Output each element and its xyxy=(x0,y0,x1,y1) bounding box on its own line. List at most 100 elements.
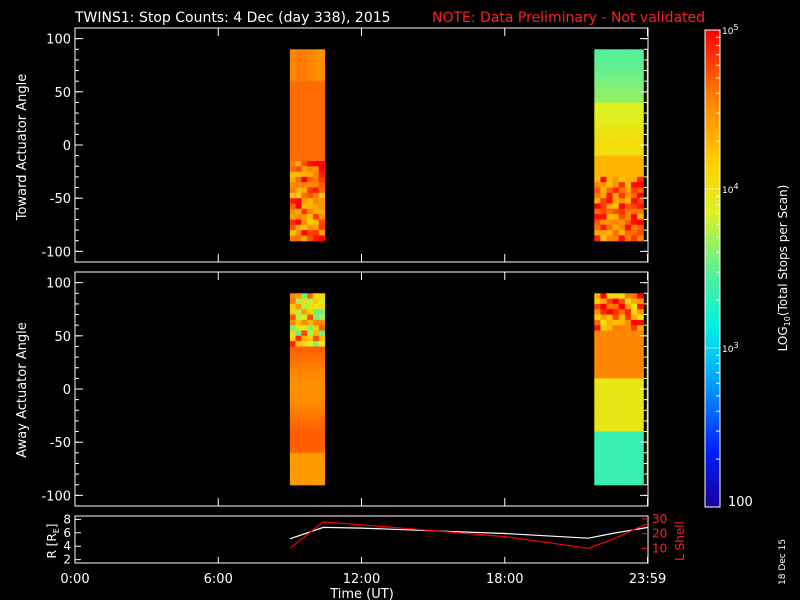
toward-cell xyxy=(612,70,620,77)
away-cell xyxy=(594,420,601,427)
away-cell xyxy=(631,298,638,305)
away-cell xyxy=(612,463,620,470)
away-cell xyxy=(637,314,644,321)
toward-cell xyxy=(318,166,326,173)
toward-cell xyxy=(295,123,302,130)
toward-cell xyxy=(631,208,638,215)
toward-cell xyxy=(637,81,644,88)
r-ytick-label: 8 xyxy=(63,512,71,526)
away-cell xyxy=(301,447,308,454)
toward-cell xyxy=(313,224,320,231)
away-cell xyxy=(606,303,614,310)
away-cell xyxy=(606,346,614,353)
away-cell xyxy=(624,463,632,470)
away-cell xyxy=(612,362,620,369)
toward-cell xyxy=(600,230,608,236)
toward-cell xyxy=(606,129,614,135)
toward-cell xyxy=(307,97,314,103)
toward-cell xyxy=(594,145,601,151)
toward-cell xyxy=(606,198,614,205)
away-cell xyxy=(600,479,608,486)
away-cell xyxy=(301,357,308,363)
away-cell xyxy=(618,415,626,422)
toward-cell xyxy=(301,192,308,199)
toward-cell xyxy=(301,235,308,242)
toward-cell xyxy=(600,70,608,77)
toward-cell xyxy=(594,187,601,194)
toward-cell xyxy=(624,224,632,231)
toward-cell xyxy=(606,192,614,199)
toward-cell xyxy=(618,192,626,199)
away-cell xyxy=(318,319,326,326)
toward-cell xyxy=(631,145,638,151)
away-cell xyxy=(594,468,601,475)
away-cell xyxy=(594,298,601,305)
toward-cell xyxy=(301,224,308,231)
away-cell xyxy=(301,468,308,475)
toward-cell xyxy=(624,123,632,130)
toward-cell xyxy=(313,187,320,194)
toward-cell xyxy=(318,224,326,231)
away-cell xyxy=(600,410,608,417)
toward-cell xyxy=(289,182,297,189)
toward-cell xyxy=(289,230,297,236)
away-cell xyxy=(637,410,644,417)
toward-cell xyxy=(289,134,297,141)
away-cell xyxy=(301,474,308,480)
toward-cell xyxy=(612,155,620,162)
away-cell xyxy=(301,293,308,300)
toward-cell xyxy=(637,161,644,167)
toward-cell xyxy=(624,171,632,178)
away-cell xyxy=(594,410,601,417)
away-cell xyxy=(313,373,320,379)
toward-cell xyxy=(600,161,608,167)
away-cell xyxy=(600,346,608,353)
toward-cell xyxy=(618,65,626,72)
away-cell xyxy=(618,293,626,300)
colorbar-tick-label: 104 xyxy=(722,182,739,196)
toward-cell xyxy=(637,75,644,82)
away-cell xyxy=(600,420,608,427)
colorbar-tick-exp: 4 xyxy=(733,182,738,191)
away-cell xyxy=(313,431,320,438)
toward-cell xyxy=(318,176,326,183)
toward-cell xyxy=(624,182,632,189)
toward-cell xyxy=(600,102,608,109)
away-cell xyxy=(313,367,320,374)
time-xtick-label: 12:00 xyxy=(343,572,380,587)
away-cell xyxy=(301,389,308,395)
toward-cell xyxy=(307,208,314,215)
toward-cell xyxy=(618,182,626,189)
toward-cell xyxy=(606,161,614,167)
away-cell xyxy=(637,319,644,326)
away-ytick-label: 50 xyxy=(54,330,71,345)
away-cell xyxy=(301,335,308,342)
toward-cell xyxy=(624,161,632,167)
toward-cell xyxy=(307,59,314,66)
colorbar-tick-label: 103 xyxy=(722,341,739,355)
toward-cell xyxy=(313,176,320,183)
toward-cell xyxy=(624,208,632,215)
toward-ytick-label: 100 xyxy=(46,33,71,48)
away-cell xyxy=(295,357,302,363)
lshell-ytick-label: 30 xyxy=(652,512,667,526)
away-cell xyxy=(594,447,601,454)
toward-cell xyxy=(637,123,644,130)
away-cell xyxy=(301,452,308,459)
toward-cell xyxy=(618,230,626,236)
toward-cell xyxy=(307,118,314,125)
away-cell xyxy=(600,442,608,449)
toward-cell xyxy=(301,107,308,114)
away-cell xyxy=(624,468,632,475)
toward-cell xyxy=(295,150,302,157)
away-cell xyxy=(313,394,320,401)
away-cell xyxy=(307,458,314,464)
away-ytick-label: -100 xyxy=(41,489,71,504)
away-cell xyxy=(313,346,320,353)
away-cell xyxy=(624,362,632,369)
away-cell xyxy=(624,405,632,411)
away-cell xyxy=(631,436,638,443)
toward-cell xyxy=(313,219,320,226)
away-cell xyxy=(289,426,297,433)
toward-cell xyxy=(606,219,614,226)
